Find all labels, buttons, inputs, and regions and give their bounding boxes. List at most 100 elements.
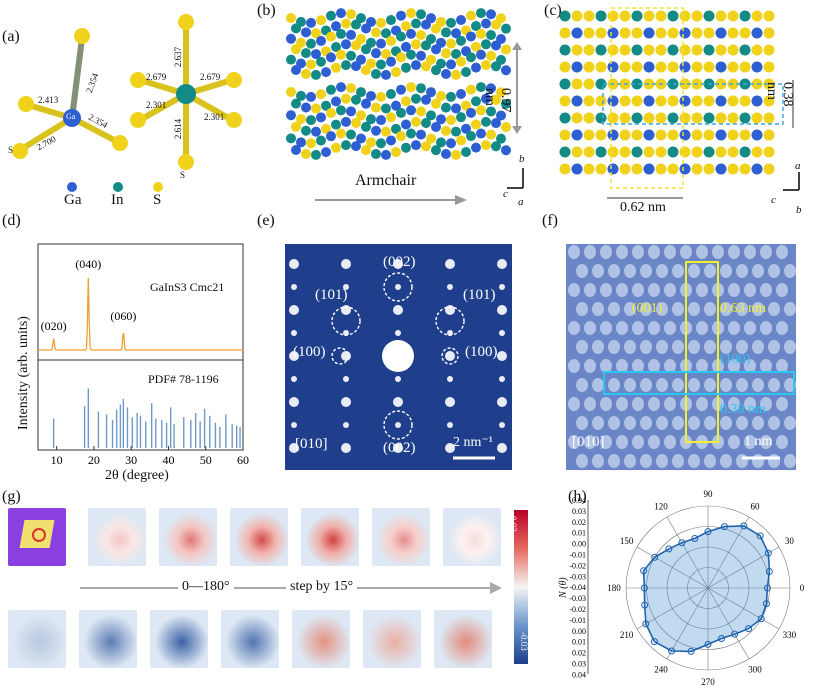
lattice-atom xyxy=(763,112,775,124)
layer-atom xyxy=(371,125,381,136)
atom-column xyxy=(704,340,716,354)
polar-angle-label: 300 xyxy=(748,664,762,674)
spot-highlight-ring xyxy=(383,272,413,302)
layer-atom xyxy=(381,126,391,137)
dim-horizontal-label: 0.62 nm xyxy=(620,200,666,215)
layer-atom xyxy=(356,110,366,121)
lattice-atom xyxy=(715,95,727,107)
lattice-atom xyxy=(763,61,775,73)
lattice-atom xyxy=(739,146,751,158)
layer-atom xyxy=(421,117,431,128)
layer-atom xyxy=(361,145,371,156)
colorbar-min: -0.03 xyxy=(519,632,529,651)
layer-atom xyxy=(361,121,371,132)
layer-atom xyxy=(436,137,446,148)
polar-data-point xyxy=(650,638,658,646)
polar-data-point xyxy=(756,532,764,540)
layer-atom xyxy=(346,83,356,94)
panel-a-coordination: Ga S 2.413 2.354 2.354 2.700 2.637 2.679… xyxy=(0,0,255,208)
lattice-atom xyxy=(643,27,655,39)
lattice-atom xyxy=(751,10,763,22)
lattice-atom xyxy=(559,10,571,22)
atom-column xyxy=(712,245,724,259)
layer-atom xyxy=(286,87,296,97)
layer-atom xyxy=(366,37,376,48)
atom-column xyxy=(704,454,716,468)
diffraction-spot xyxy=(499,422,505,428)
atom-column xyxy=(720,302,732,316)
atom-column xyxy=(592,416,604,430)
lattice-atom xyxy=(727,95,739,107)
lattice-atom xyxy=(619,112,631,124)
lattice-atom xyxy=(655,95,667,107)
atom-column xyxy=(744,359,756,373)
layer-atom xyxy=(356,87,366,98)
diffraction-spot xyxy=(395,330,401,336)
atom-column xyxy=(696,359,708,373)
atom-column xyxy=(752,416,764,430)
atom-column xyxy=(664,283,676,297)
layer-atom xyxy=(461,66,471,77)
atom-column xyxy=(624,340,636,354)
lattice-atom xyxy=(679,112,691,124)
diffraction-spot xyxy=(343,284,349,290)
layer-atom xyxy=(341,116,351,127)
mapping-tile-bottom xyxy=(221,610,279,668)
layer-atom xyxy=(446,17,456,28)
lattice-atom xyxy=(595,61,607,73)
diffraction-spot xyxy=(289,443,299,453)
interlayer-arrow-head xyxy=(512,42,522,50)
lattice-atom xyxy=(763,129,775,141)
lattice-atom xyxy=(715,61,727,73)
spot-highlight-ring xyxy=(435,306,465,336)
polar-r-label: 0.03 xyxy=(572,507,586,516)
layer-atom xyxy=(371,27,381,38)
axis-c-label: c xyxy=(503,188,508,200)
atom-column xyxy=(656,302,668,316)
layer-atom xyxy=(446,91,456,102)
atom-column xyxy=(784,302,796,316)
layer-atom xyxy=(346,129,356,140)
atom-column xyxy=(608,340,620,354)
lattice-atom xyxy=(715,27,727,39)
lattice-atom xyxy=(559,44,571,56)
lattice-atom xyxy=(727,44,739,56)
layer-atom xyxy=(416,29,426,40)
lattice-atom xyxy=(751,112,763,124)
polar-data-point xyxy=(668,647,676,655)
lattice-atom xyxy=(751,27,763,39)
layer-atom xyxy=(381,149,391,160)
layer-atom xyxy=(311,69,321,80)
legend-in-label: In xyxy=(111,192,124,208)
layer-atom xyxy=(401,41,411,52)
legend-in-dot xyxy=(113,182,123,192)
atom-column xyxy=(568,283,580,297)
polar-data-point xyxy=(718,634,726,642)
polar-r-label: 0.04 xyxy=(572,670,586,679)
atom-column xyxy=(744,321,756,335)
layer-atom xyxy=(446,38,456,49)
layer-atom xyxy=(491,94,501,105)
atom-column xyxy=(600,245,612,259)
atom-column xyxy=(728,397,740,411)
layer-atom xyxy=(501,98,511,109)
mapping-tile-top xyxy=(372,508,430,566)
polar-angle-label: 150 xyxy=(620,536,634,546)
xrd-tick-label: 50 xyxy=(200,453,212,467)
atom-column xyxy=(584,321,596,335)
diffraction-spot xyxy=(393,259,403,269)
layer-atom xyxy=(396,10,406,21)
lattice-atom xyxy=(559,78,571,90)
layer-atom xyxy=(471,119,481,130)
spot-label: (100) xyxy=(293,344,326,360)
lattice-atom xyxy=(655,163,667,175)
layer-atom xyxy=(481,60,491,71)
layer-atom xyxy=(481,93,491,104)
layer-atom xyxy=(356,133,366,144)
atom-column xyxy=(640,416,652,430)
atom-column xyxy=(600,321,612,335)
polar-fit-curve xyxy=(642,525,771,653)
lattice-atom xyxy=(571,78,583,90)
diffraction-spot xyxy=(291,376,297,382)
layer-atom xyxy=(481,39,491,50)
